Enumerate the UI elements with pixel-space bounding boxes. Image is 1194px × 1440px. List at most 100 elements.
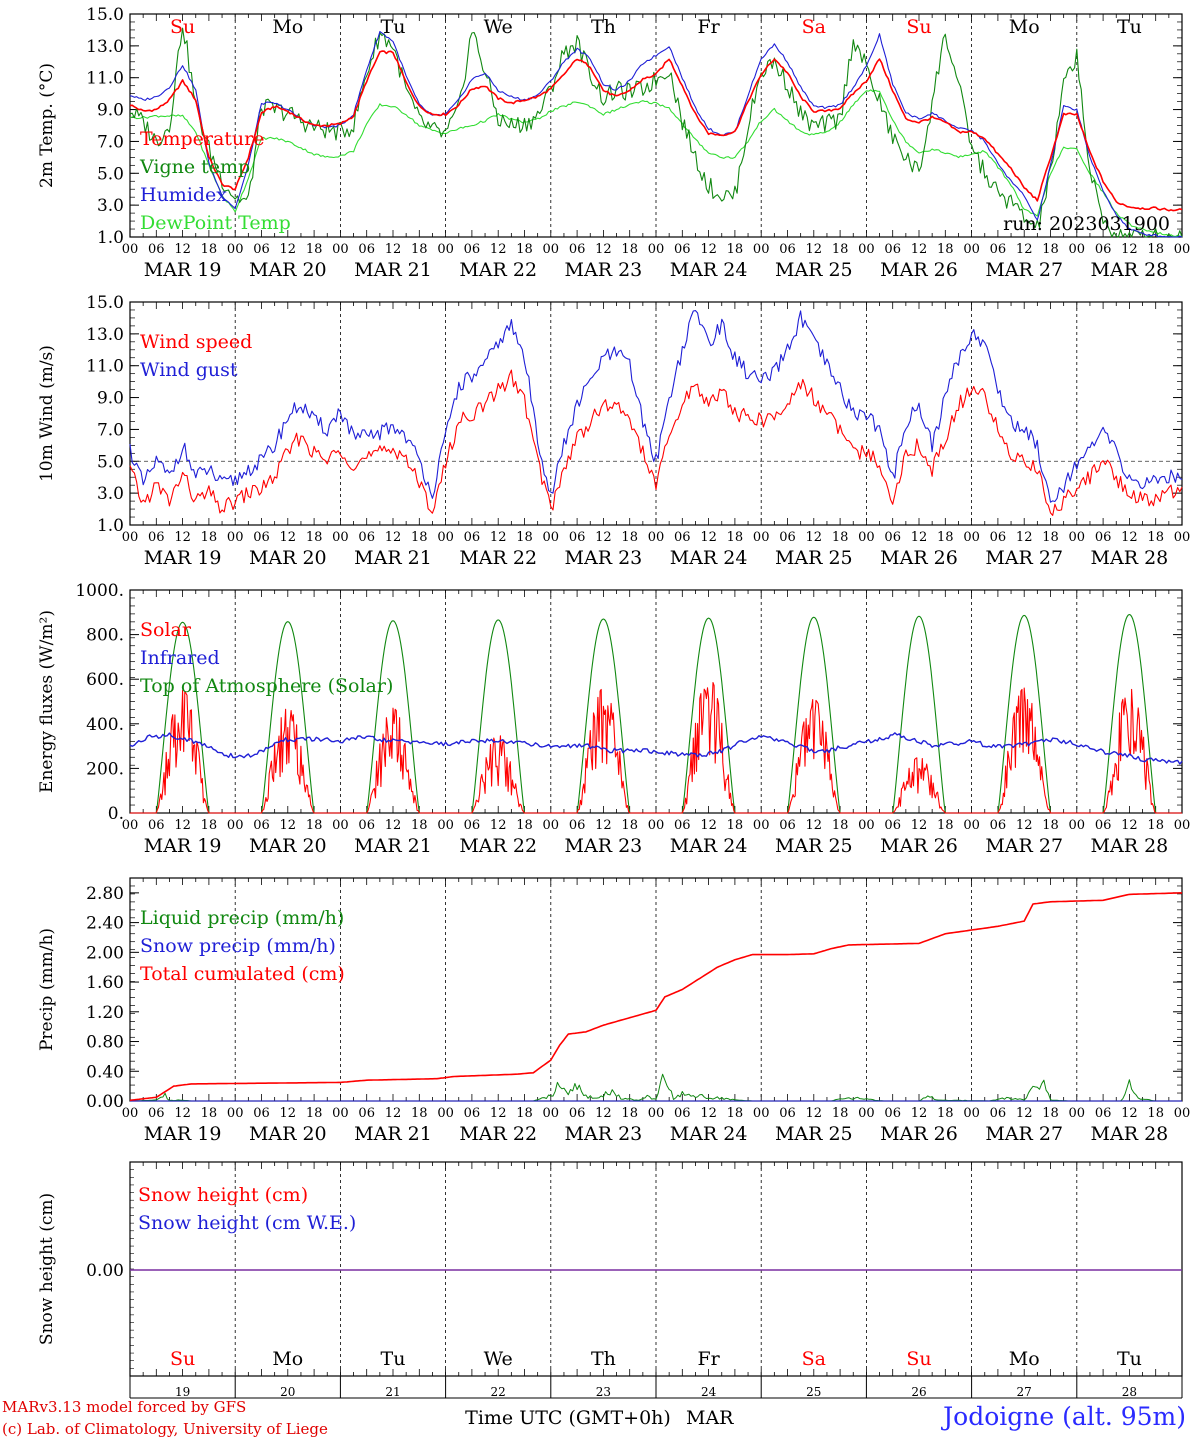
y-axis-label: Precip (mm/h) bbox=[37, 928, 57, 1051]
day-name-label: Mo bbox=[272, 1348, 303, 1370]
date-label: MAR 24 bbox=[670, 1123, 748, 1145]
hour-tick-label: 12 bbox=[385, 530, 402, 545]
hour-tick-label: 00 bbox=[1174, 242, 1191, 257]
y-tick-label: 9.0 bbox=[97, 101, 124, 121]
hour-tick-label: 12 bbox=[1016, 1106, 1033, 1121]
y-tick-label: 7.0 bbox=[97, 132, 124, 152]
hour-tick-label: 00 bbox=[858, 242, 875, 257]
hour-tick-label: 00 bbox=[227, 1106, 244, 1121]
hour-tick-label: 06 bbox=[253, 242, 270, 257]
hour-tick-label: 12 bbox=[911, 530, 928, 545]
hour-tick-label: 06 bbox=[358, 1106, 375, 1121]
y-tick-label: 11.0 bbox=[86, 69, 124, 89]
hour-tick-label: 00 bbox=[753, 242, 770, 257]
hour-tick-label: 18 bbox=[937, 1106, 954, 1121]
day-number-label: 20 bbox=[280, 1385, 295, 1399]
date-label: MAR 25 bbox=[775, 835, 853, 857]
hour-tick-label: 06 bbox=[569, 530, 586, 545]
day-name-label: Mo bbox=[1009, 1348, 1040, 1370]
y-tick-label: 9.0 bbox=[97, 389, 124, 409]
day-number-label: 24 bbox=[701, 1385, 717, 1399]
hour-tick-label: 06 bbox=[779, 530, 796, 545]
hour-tick-label: 00 bbox=[1174, 818, 1191, 833]
x-axis-label: Time UTC (GMT+0h) bbox=[465, 1407, 671, 1429]
date-label: MAR 28 bbox=[1091, 1123, 1169, 1145]
hour-tick-label: 12 bbox=[700, 1106, 717, 1121]
date-label: MAR 21 bbox=[354, 835, 432, 857]
date-label: MAR 24 bbox=[670, 547, 748, 569]
date-label: MAR 19 bbox=[144, 835, 222, 857]
hour-tick-label: 00 bbox=[858, 818, 875, 833]
day-number-label: 28 bbox=[1122, 1385, 1137, 1399]
series-line-wind-speed bbox=[129, 369, 1183, 516]
y-tick-label: 2.00 bbox=[86, 943, 124, 963]
hour-tick-label: 06 bbox=[990, 1106, 1007, 1121]
hour-tick-label: 18 bbox=[832, 1106, 849, 1121]
date-label: MAR 28 bbox=[1091, 835, 1169, 857]
date-label: MAR 20 bbox=[249, 547, 327, 569]
y-tick-label: 7.0 bbox=[97, 420, 124, 440]
hour-tick-label: 18 bbox=[727, 530, 744, 545]
legend-entry: Top of Atmosphere (Solar) bbox=[140, 675, 393, 697]
date-label: MAR 21 bbox=[354, 547, 432, 569]
date-label: MAR 23 bbox=[565, 1123, 643, 1145]
y-tick-label: 200. bbox=[86, 759, 124, 779]
date-label: MAR 22 bbox=[459, 1123, 537, 1145]
date-label: MAR 28 bbox=[1091, 259, 1169, 281]
day-number-label: 22 bbox=[491, 1385, 506, 1399]
hour-tick-label: 00 bbox=[753, 530, 770, 545]
hour-tick-label: 12 bbox=[280, 1106, 297, 1121]
hour-tick-label: 12 bbox=[280, 818, 297, 833]
hour-tick-label: 00 bbox=[543, 242, 560, 257]
date-label: MAR 22 bbox=[459, 547, 537, 569]
date-label: MAR 27 bbox=[985, 259, 1063, 281]
date-label: MAR 21 bbox=[354, 259, 432, 281]
day-name-label: Mo bbox=[272, 16, 303, 38]
day-name-label: We bbox=[484, 16, 513, 38]
hour-tick-label: 00 bbox=[963, 1106, 980, 1121]
hour-tick-label: 06 bbox=[569, 818, 586, 833]
hour-tick-label: 12 bbox=[1121, 1106, 1138, 1121]
hour-tick-label: 06 bbox=[358, 818, 375, 833]
hour-tick-label: 00 bbox=[648, 1106, 665, 1121]
hour-tick-label: 06 bbox=[464, 530, 481, 545]
hour-tick-label: 12 bbox=[700, 818, 717, 833]
hour-tick-label: 18 bbox=[1147, 1106, 1164, 1121]
hour-tick-label: 18 bbox=[727, 1106, 744, 1121]
hour-tick-label: 12 bbox=[595, 242, 612, 257]
panel-5: 0.00 Snow height (cm) Snow height (cm) Snow… bbox=[37, 1161, 1183, 1429]
date-label: MAR 25 bbox=[775, 259, 853, 281]
hour-tick-label: 00 bbox=[963, 530, 980, 545]
y-tick-label: 600. bbox=[86, 670, 124, 690]
hour-tick-label: 06 bbox=[1095, 242, 1112, 257]
hour-tick-label: 00 bbox=[648, 530, 665, 545]
hour-tick-label: 06 bbox=[464, 1106, 481, 1121]
hour-tick-label: 00 bbox=[1069, 242, 1086, 257]
hour-tick-label: 18 bbox=[937, 530, 954, 545]
hour-tick-label: 00 bbox=[1069, 530, 1086, 545]
day-name-label: Fr bbox=[697, 16, 720, 38]
hour-tick-label: 00 bbox=[1174, 530, 1191, 545]
date-label: MAR 20 bbox=[249, 259, 327, 281]
hour-tick-label: 18 bbox=[411, 1106, 428, 1121]
y-tick-label: 1.0 bbox=[97, 228, 124, 248]
series-line-dewpoint-temp bbox=[129, 89, 1183, 238]
hour-tick-label: 12 bbox=[490, 242, 507, 257]
hour-tick-label: 18 bbox=[1042, 818, 1059, 833]
hour-tick-label: 18 bbox=[937, 818, 954, 833]
hour-tick-label: 18 bbox=[1042, 242, 1059, 257]
y-tick-label: 0. bbox=[108, 804, 124, 824]
y-tick-label: 5.0 bbox=[97, 452, 124, 472]
hour-tick-label: 00 bbox=[122, 530, 139, 545]
hour-tick-label: 06 bbox=[1095, 818, 1112, 833]
day-number-label: 19 bbox=[175, 1385, 190, 1399]
day-number-label: 26 bbox=[911, 1385, 926, 1399]
date-label: MAR 20 bbox=[249, 1123, 327, 1145]
day-name-label: Tu bbox=[1117, 16, 1142, 38]
hour-tick-label: 12 bbox=[280, 530, 297, 545]
hour-tick-label: 18 bbox=[411, 818, 428, 833]
hour-tick-label: 00 bbox=[122, 1106, 139, 1121]
hour-tick-label: 06 bbox=[148, 1106, 165, 1121]
hour-tick-label: 18 bbox=[1042, 530, 1059, 545]
hour-tick-label: 06 bbox=[253, 818, 270, 833]
